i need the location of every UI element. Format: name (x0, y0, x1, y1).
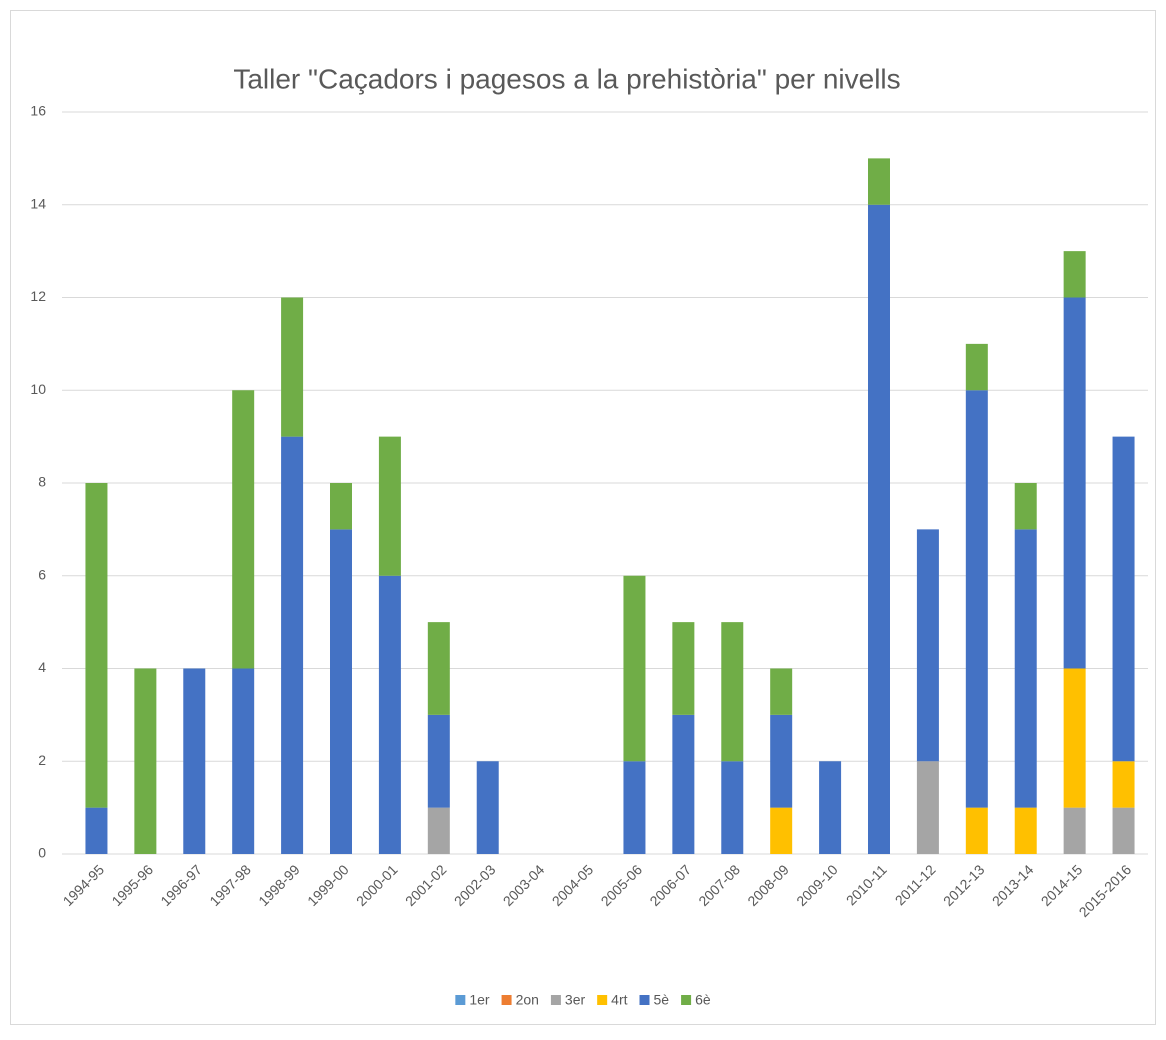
bar-segment (281, 436, 304, 854)
bar-segment (1112, 436, 1135, 762)
y-tick-label: 16 (30, 103, 46, 119)
bar-segment (1014, 483, 1037, 530)
y-tick-label: 6 (38, 566, 46, 582)
bar-segment (1063, 251, 1086, 298)
bar-segment (916, 529, 939, 762)
bar-segment (427, 807, 450, 854)
chart-border (10, 10, 1156, 1025)
bar-segment (85, 483, 108, 808)
bar-segment (770, 668, 793, 715)
bar-segment (232, 668, 255, 854)
legend-label: 5è (654, 992, 670, 1008)
bar-segment (868, 158, 890, 205)
y-tick-label: 0 (38, 845, 46, 861)
y-tick-label: 2 (38, 752, 46, 768)
legend-swatch (455, 995, 466, 1005)
legend-label: 1er (469, 992, 490, 1008)
bar-segment (1063, 297, 1086, 669)
bar-segment (1112, 761, 1135, 808)
legend-swatch (639, 995, 650, 1005)
legend-swatch (501, 995, 512, 1005)
bar-segment (819, 761, 842, 854)
legend-swatch (550, 995, 561, 1005)
bar-segment (1063, 807, 1086, 854)
bar-segment (330, 483, 352, 530)
bar-segment (134, 668, 157, 854)
bar-segment (965, 343, 988, 391)
bar-segment (672, 622, 695, 715)
bar-segment (330, 529, 352, 854)
bar-segment (281, 297, 304, 437)
y-tick-label: 4 (38, 659, 46, 675)
bar-segment (965, 390, 988, 808)
bar-segment (476, 761, 499, 854)
bar-segment (868, 204, 890, 854)
bar-segment (378, 575, 401, 854)
bar-segment (1014, 807, 1037, 854)
bar-segment (965, 807, 988, 854)
y-tick-label: 14 (30, 195, 46, 211)
bar-segment (721, 622, 744, 762)
bar-segment (721, 761, 744, 854)
legend-label: 3er (565, 992, 586, 1008)
bar-segment (427, 622, 450, 715)
bar-segment (770, 807, 793, 854)
bar-segment (770, 714, 793, 808)
y-tick-label: 10 (30, 381, 46, 397)
bar-segment (916, 761, 939, 854)
legend-label: 2on (516, 992, 539, 1008)
bar-segment (1063, 668, 1086, 808)
bar-segment (183, 668, 206, 854)
bar-segment (85, 807, 108, 854)
bar-segment (623, 761, 646, 854)
bar-segment (1014, 529, 1037, 808)
bar-segment (427, 714, 450, 808)
legend-label: 4rt (611, 992, 627, 1008)
chart-title: Taller "Caçadors i pagesos a la prehistò… (233, 63, 900, 94)
bar-segment (1112, 807, 1135, 854)
y-tick-label: 8 (38, 474, 46, 490)
bar-segment (378, 436, 401, 576)
legend-swatch (597, 995, 608, 1005)
bar-segment (232, 390, 255, 669)
legend-swatch (681, 995, 692, 1005)
legend-label: 6è (695, 992, 711, 1008)
y-tick-label: 12 (30, 288, 46, 304)
bar-segment (672, 714, 695, 854)
bar-segment (623, 575, 646, 762)
